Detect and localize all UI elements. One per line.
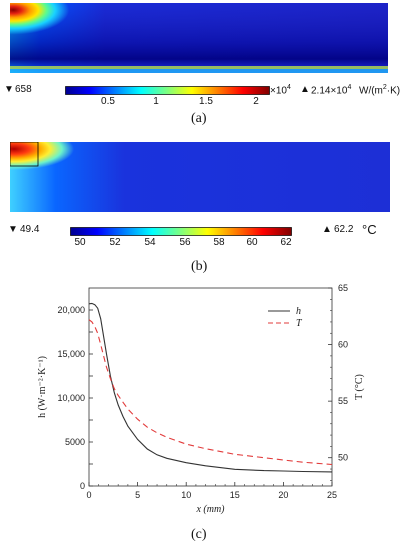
panel-b-tick: 54 — [144, 237, 156, 248]
panel-b-max-label: 62.2 — [334, 224, 354, 235]
panel-b-tick: 52 — [109, 237, 121, 248]
panel-b: ▼ 49.4 50 52 54 56 58 60 62 ▲ 62.2 °C (b… — [0, 140, 402, 280]
y-right-axis-label: T (°C) — [354, 374, 365, 400]
panel-b-field — [10, 142, 390, 212]
legend-label: T — [296, 318, 303, 329]
panel-c-caption: (c) — [191, 527, 207, 542]
h-T-line-chart: 0 5 10 15 20 25 0 5000 10,000 15,000 20,000 50 55 60 6… — [37, 283, 365, 515]
panel-a-colorbar — [65, 86, 270, 95]
panel-a-caption: (a) — [191, 111, 207, 126]
series-line-h — [88, 302, 333, 473]
y-left-tick-label: 10,000 — [57, 393, 85, 403]
y-right-tick-label: 60 — [338, 340, 348, 350]
panel-a-max-label: 2.14×104 — [311, 84, 352, 97]
panel-b-tick: 62 — [280, 237, 292, 248]
panel-b-min-label: 49.4 — [20, 224, 40, 235]
panel-b-unit: °C — [362, 222, 377, 237]
y-right-tick-label: 55 — [338, 396, 348, 406]
legend-label: h — [296, 306, 301, 317]
y-right-tick-label: 65 — [338, 283, 348, 293]
y-left-axis-label: h (W·m⁻²·K⁻¹) — [37, 356, 48, 418]
y-left-tick-label: 15,000 — [57, 349, 85, 359]
x-tick-label: 5 — [135, 490, 140, 500]
panel-b-tick: 60 — [246, 237, 258, 248]
panel-a-tick: 1 — [153, 96, 159, 107]
panel-a: ▼ 658 ×104 0.5 1 1.5 2 ▲ 2.14×104 W/(m2·… — [0, 0, 402, 145]
panel-b-tick: 56 — [179, 237, 191, 248]
y-left-tick-label: 0 — [80, 481, 85, 491]
series-line-T — [88, 319, 333, 466]
panel-a-tick: 0.5 — [101, 96, 115, 107]
panel-a-min-label: 658 — [15, 84, 32, 95]
x-tick-label: 20 — [278, 490, 288, 500]
panel-a-field — [10, 3, 388, 73]
min-marker-icon: ▼ — [8, 224, 18, 235]
plot-frame — [88, 287, 333, 487]
panel-c: 0 5 10 15 20 25 0 5000 10,000 15,000 20,000 50 55 60 6… — [0, 280, 402, 550]
max-marker-icon: ▲ — [322, 224, 332, 235]
max-marker-icon: ▲ — [300, 84, 310, 95]
panel-b-caption: (b) — [191, 259, 208, 274]
x-tick-label: 25 — [327, 490, 337, 500]
panel-a-unit: W/(m2·K) — [359, 84, 401, 97]
panel-a-tick: 1.5 — [199, 96, 213, 107]
panel-a-tick: 2 — [253, 96, 259, 107]
y-right-tick-label: 50 — [338, 453, 348, 463]
x-tick-label: 15 — [230, 490, 240, 500]
panel-b-colorbar — [70, 227, 292, 236]
y-left-tick-label: 5000 — [65, 437, 85, 447]
x-tick-label: 10 — [181, 490, 191, 500]
panel-b-tick: 58 — [213, 237, 225, 248]
x-tick-label: 0 — [86, 490, 91, 500]
x-axis-label: x (mm) — [195, 504, 225, 515]
panel-b-tick: 50 — [74, 237, 86, 248]
min-marker-icon: ▼ — [4, 84, 14, 95]
y-left-tick-label: 20,000 — [57, 305, 85, 315]
panel-a-multiplier: ×104 — [270, 84, 291, 97]
